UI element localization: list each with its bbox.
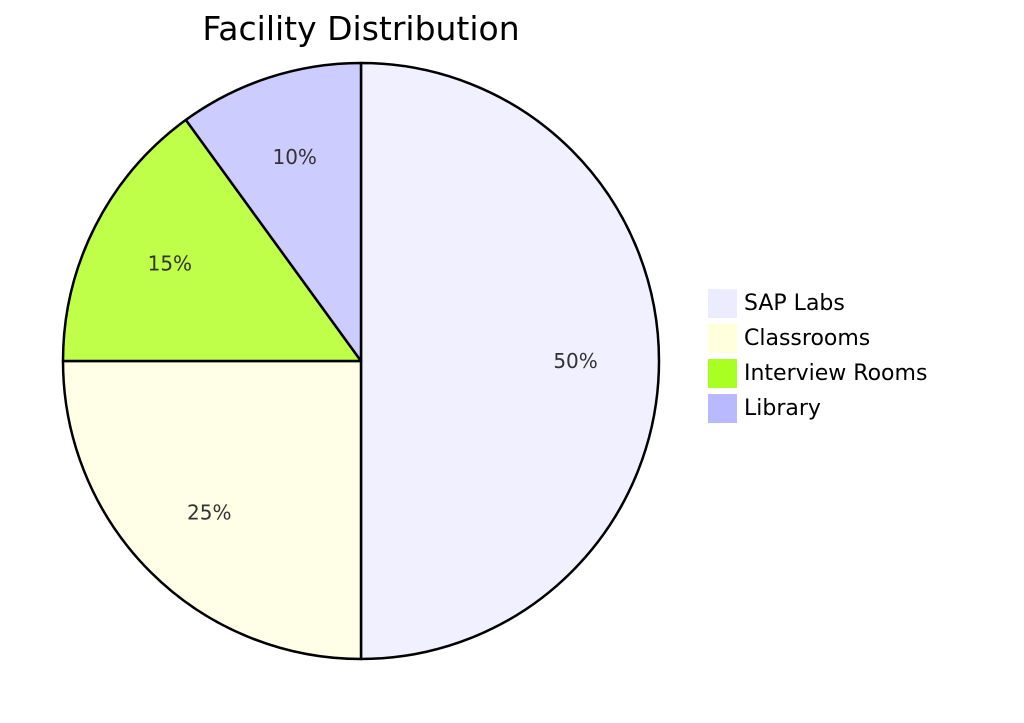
pie-slice-sap-labs: [359, 61, 661, 661]
chart-title: Facility Distribution: [202, 9, 519, 48]
pie-slice-library: [184, 61, 363, 363]
legend: SAP Labs Classrooms Interview Rooms Library: [708, 289, 927, 423]
pie-slices: [61, 61, 661, 661]
legend-item-classrooms: Classrooms: [708, 324, 870, 353]
pie-slice-classrooms: [61, 359, 363, 661]
legend-swatch-classrooms: [708, 324, 737, 353]
legend-label-interview-rooms: Interview Rooms: [744, 361, 927, 386]
legend-item-sap-labs: SAP Labs: [708, 289, 845, 318]
legend-item-interview-rooms: Interview Rooms: [708, 359, 927, 388]
legend-item-library: Library: [708, 394, 821, 423]
legend-swatch-interview-rooms: [708, 359, 737, 388]
slice-label-classrooms: 25%: [187, 501, 231, 525]
legend-label-sap-labs: SAP Labs: [744, 291, 845, 316]
slice-label-sap-labs: 50%: [553, 349, 597, 373]
legend-label-classrooms: Classrooms: [744, 326, 870, 351]
legend-swatch-library: [708, 394, 737, 423]
slice-label-library: 10%: [272, 145, 316, 169]
slice-labels: 50% 25% 15% 10%: [148, 145, 598, 525]
slice-label-interview-rooms: 15%: [148, 252, 192, 276]
legend-label-library: Library: [744, 396, 821, 421]
legend-swatch-sap-labs: [708, 289, 737, 318]
pie-slice-interview-rooms: [61, 118, 363, 363]
